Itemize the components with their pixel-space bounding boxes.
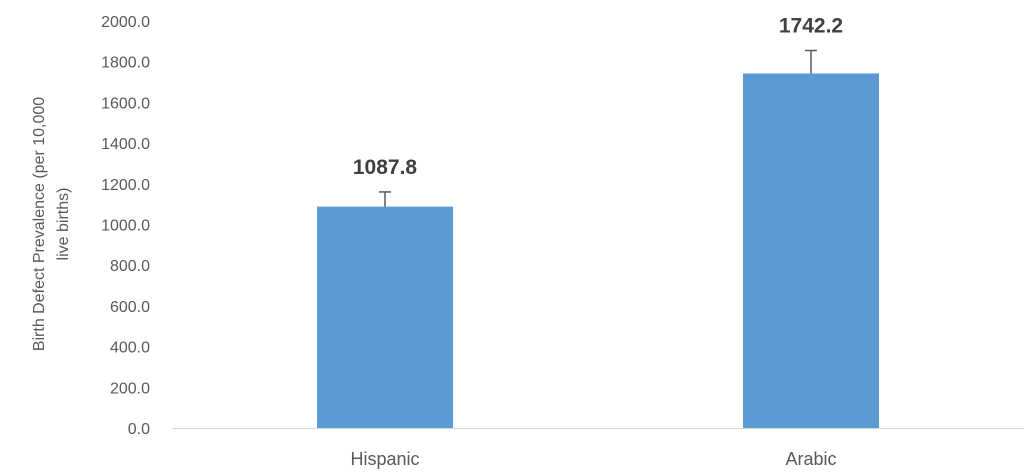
y-tick-label: 0.0 bbox=[128, 421, 150, 438]
data-label: 1087.8 bbox=[353, 156, 418, 179]
y-tick-label: 1000.0 bbox=[101, 218, 150, 235]
y-tick-label: 600.0 bbox=[110, 299, 150, 316]
category-labels: Hispanic Arabic bbox=[350, 449, 836, 469]
y-axis-title-line-2: live births) bbox=[55, 188, 72, 261]
bar bbox=[743, 73, 879, 428]
y-axis-title-line-1: Birth Defect Prevalence (per 10,000 bbox=[31, 97, 48, 351]
y-axis-title: Birth Defect Prevalence (per 10,000 live… bbox=[31, 97, 72, 351]
error-bar bbox=[805, 49, 817, 74]
y-tick-label: 400.0 bbox=[110, 340, 150, 357]
y-tick-label: 1400.0 bbox=[101, 136, 150, 153]
y-axis-ticks: 0.0 200.0 400.0 600.0 800.0 1000.0 1200.0 1400.… bbox=[101, 14, 150, 438]
y-tick-label: 1200.0 bbox=[101, 177, 150, 194]
y-tick-label: 1600.0 bbox=[101, 95, 150, 112]
data-label: 1742.2 bbox=[779, 15, 843, 38]
y-tick-label: 200.0 bbox=[110, 380, 150, 397]
bars: 1087.8 1742.2 bbox=[317, 15, 879, 428]
error-bar bbox=[379, 191, 391, 207]
y-tick-label: 800.0 bbox=[110, 258, 150, 275]
bar bbox=[317, 206, 453, 428]
y-tick-label: 2000.0 bbox=[101, 14, 150, 31]
category-label: Arabic bbox=[785, 449, 836, 469]
y-tick-label: 1800.0 bbox=[101, 55, 150, 72]
category-label: Hispanic bbox=[350, 449, 419, 469]
